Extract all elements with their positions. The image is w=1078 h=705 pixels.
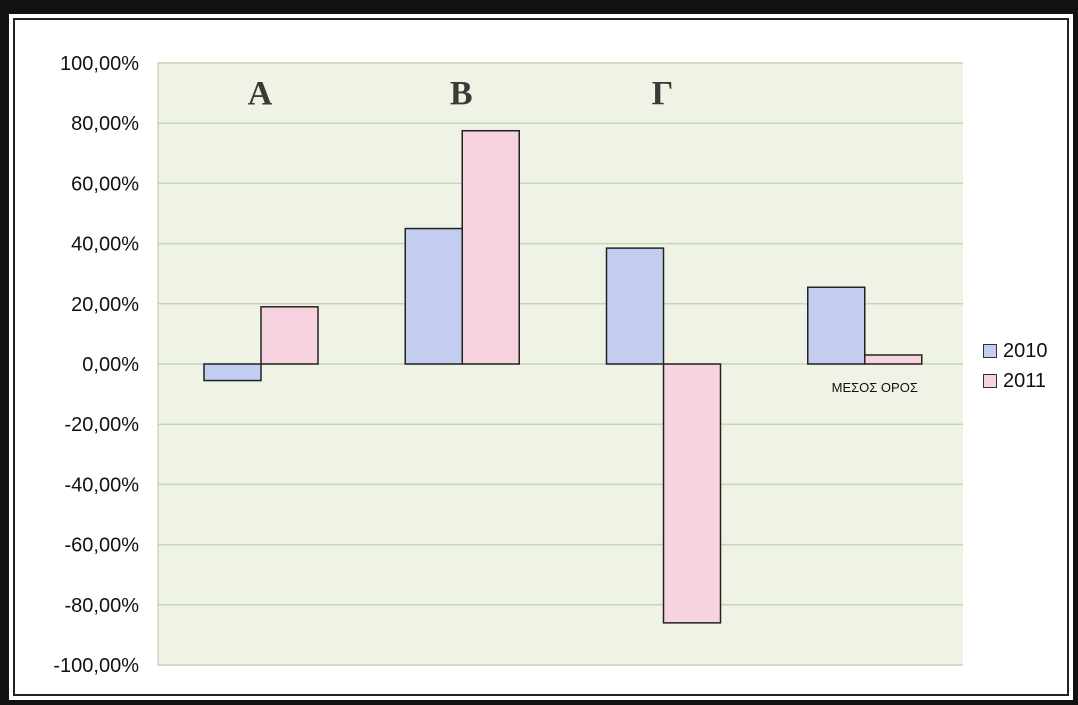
y-tick-label: -100,00% [53, 655, 139, 677]
bar-2010-2 [605, 247, 665, 365]
bar-2011-0 [260, 306, 319, 365]
y-tick-label: -20,00% [65, 414, 140, 436]
y-tick-label: 0,00% [82, 354, 139, 376]
y-tick-label: 60,00% [71, 173, 139, 195]
legend-swatch-2010 [983, 344, 997, 358]
y-tick-label: 20,00% [71, 294, 139, 316]
bar-2011-1 [461, 129, 520, 365]
legend-item-2010: 2010 [983, 336, 1048, 366]
legend-item-2011: 2011 [983, 366, 1048, 396]
category-label: Β [450, 75, 473, 112]
bar-2011-3 [864, 354, 923, 365]
category-label: Α [248, 75, 273, 112]
category-label: Γ [652, 75, 674, 112]
y-tick-label: 80,00% [71, 113, 139, 135]
bar-2010-3 [807, 286, 866, 365]
bar-2011-2 [662, 363, 722, 624]
category-label: ΜΕΣΟΣ ΟΡΟΣ [832, 380, 918, 395]
legend-label-2010: 2010 [1003, 339, 1048, 362]
legend-label-2011: 2011 [1003, 369, 1047, 392]
bar-2010-1 [404, 227, 463, 365]
y-tick-label: 40,00% [71, 234, 139, 256]
y-tick-label: -60,00% [65, 535, 140, 557]
legend: 2010 2011 [983, 336, 1048, 396]
y-tick-label: 100,00% [60, 53, 139, 75]
bar-2010-0 [203, 363, 262, 382]
legend-swatch-2011 [983, 374, 997, 388]
y-tick-label: -40,00% [65, 474, 140, 496]
y-tick-label: -80,00% [65, 595, 140, 617]
